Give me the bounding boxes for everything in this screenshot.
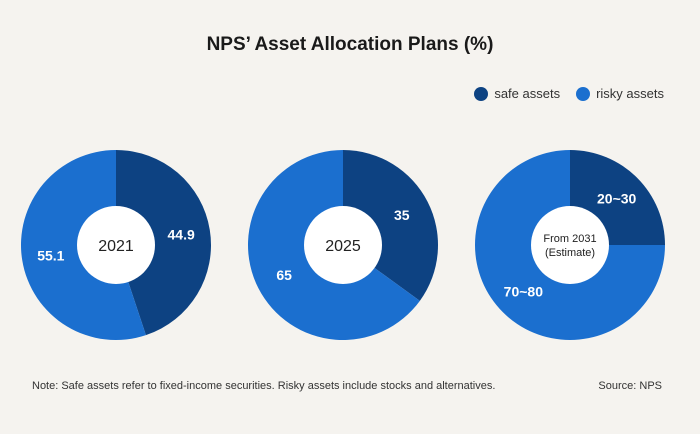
center-label-3: (Estimate) xyxy=(545,247,595,259)
legend-label-safe: safe assets xyxy=(494,86,561,101)
legend-swatch-risky xyxy=(576,86,591,101)
slice-label-safe-3: 20~30 xyxy=(597,190,637,206)
center-label-3: From 2031 xyxy=(543,233,596,245)
footnote: Note: Safe assets refer to fixed-income … xyxy=(32,380,496,392)
center-label-2: 2025 xyxy=(325,238,361,255)
slice-label-risky-2: 65 xyxy=(276,267,292,283)
source-note: Source: NPS xyxy=(598,380,662,392)
slice-label-safe-2: 35 xyxy=(394,207,410,223)
chart-title: NPS’ Asset Allocation Plans (%) xyxy=(206,34,494,55)
legend: safe assets risky assets xyxy=(474,86,664,101)
slice-label-safe-1: 44.9 xyxy=(168,226,195,242)
slice-safe-1 xyxy=(116,150,211,336)
donut-hole-2 xyxy=(304,206,382,284)
center-label-1: 2021 xyxy=(98,238,134,255)
slice-safe-2 xyxy=(343,150,439,301)
slice-label-risky-3: 70~80 xyxy=(504,284,544,300)
donut-hole-1 xyxy=(77,206,155,284)
legend-swatch-safe xyxy=(474,86,489,101)
legend-label-risky: risky assets xyxy=(596,86,664,101)
slice-label-risky-1: 55.1 xyxy=(37,248,64,264)
legend-item-safe: safe assets xyxy=(474,86,560,101)
donut-hole-3 xyxy=(531,206,609,284)
legend-item-risky: risky assets xyxy=(576,86,664,101)
donut-chart-1: 44.9 55.1 2021 xyxy=(20,150,211,340)
donut-chart-2: 35 65 2025 xyxy=(248,150,439,340)
donut-chart-3: 20~30 70~80 From 2031 (Estimate) xyxy=(475,150,665,340)
